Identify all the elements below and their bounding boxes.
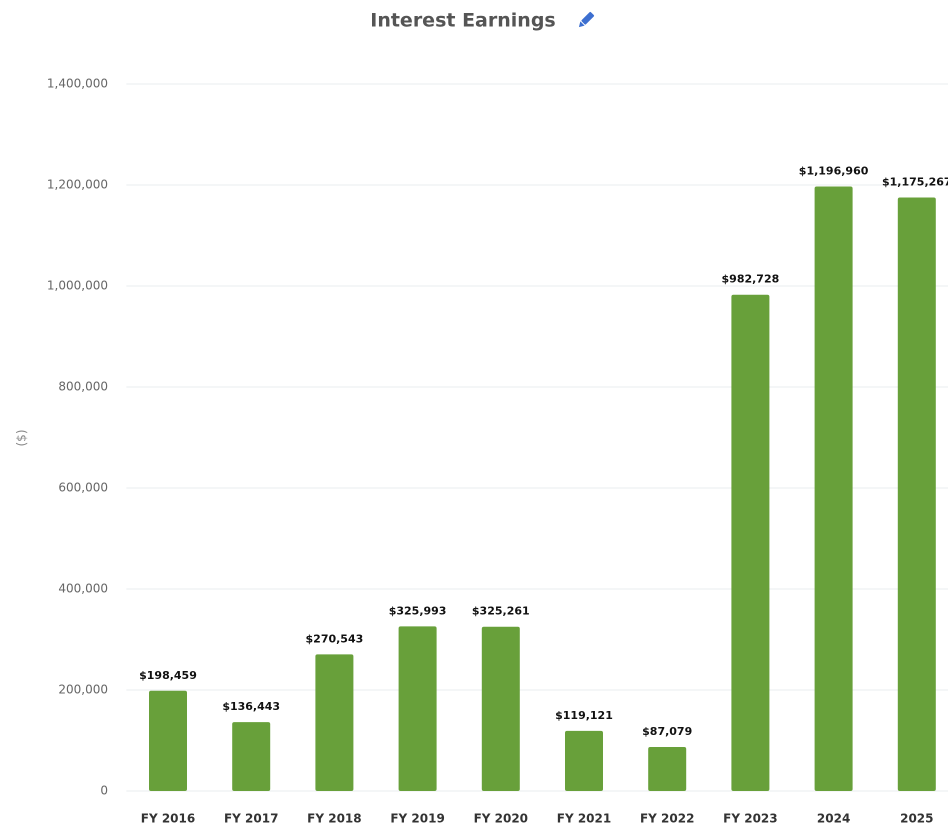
y-tick-label: 1,400,000 <box>47 77 108 91</box>
x-tick-label: FY 2020 <box>474 812 528 826</box>
y-tick-label: 1,000,000 <box>47 279 108 293</box>
bar <box>315 654 354 791</box>
y-tick-label: 400,000 <box>58 582 108 596</box>
x-tick-label: 2025 <box>900 812 933 826</box>
bar <box>731 294 770 791</box>
bar <box>149 690 187 791</box>
bar <box>232 722 271 791</box>
bar <box>648 747 687 791</box>
edit-icon[interactable] <box>577 11 595 30</box>
data-label: $982,728 <box>722 273 780 286</box>
data-label: $119,121 <box>555 709 613 722</box>
data-label: $1,196,960 <box>799 165 869 178</box>
x-tick-label: FY 2022 <box>640 812 694 826</box>
y-tick-label: 0 <box>100 784 108 798</box>
data-label: $325,261 <box>472 605 530 618</box>
x-tick-label: FY 2018 <box>307 812 361 826</box>
x-tick-label: FY 2017 <box>224 812 278 826</box>
data-label: $1,175,267 <box>882 175 948 188</box>
bar <box>398 626 437 791</box>
y-tick-label: 800,000 <box>58 380 108 394</box>
bar <box>814 186 853 791</box>
y-tick-label: 1,200,000 <box>47 178 108 192</box>
data-label: $87,079 <box>642 725 692 738</box>
x-tick-label: 2024 <box>817 812 850 826</box>
x-tick-label: FY 2023 <box>723 812 777 826</box>
data-label: $198,459 <box>139 669 197 682</box>
bar <box>897 197 936 791</box>
data-label: $325,993 <box>389 604 447 617</box>
chart-title: Interest Earnings <box>370 10 555 32</box>
data-label: $270,543 <box>306 632 364 645</box>
bar <box>565 730 603 791</box>
y-axis-label: ($) <box>15 430 29 447</box>
y-tick-label: 200,000 <box>58 683 108 697</box>
x-tick-label: FY 2016 <box>141 812 195 826</box>
x-tick-label: FY 2019 <box>390 812 444 826</box>
x-tick-label: FY 2021 <box>557 812 611 826</box>
data-label: $136,443 <box>222 700 280 713</box>
bar <box>481 626 520 791</box>
y-tick-label: 600,000 <box>58 481 108 495</box>
